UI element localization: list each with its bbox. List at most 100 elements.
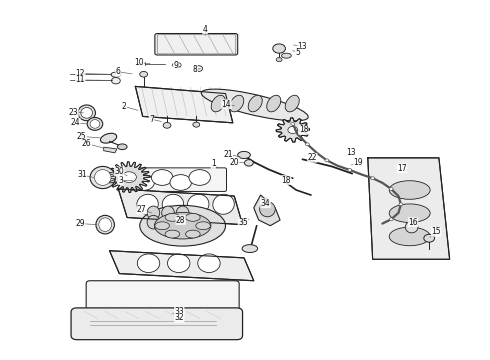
Text: 23: 23: [69, 108, 78, 117]
Ellipse shape: [147, 215, 160, 229]
Ellipse shape: [100, 133, 117, 143]
Ellipse shape: [151, 170, 173, 185]
Ellipse shape: [238, 152, 250, 158]
Circle shape: [276, 58, 282, 62]
Ellipse shape: [147, 206, 160, 220]
Ellipse shape: [176, 206, 189, 220]
Polygon shape: [104, 147, 117, 153]
Ellipse shape: [168, 254, 190, 273]
Text: 30: 30: [115, 167, 124, 176]
Text: 12: 12: [75, 69, 85, 78]
Ellipse shape: [176, 215, 189, 229]
Ellipse shape: [81, 108, 93, 118]
Text: 11: 11: [75, 76, 85, 85]
Circle shape: [305, 143, 309, 146]
Text: 3: 3: [118, 176, 123, 185]
Ellipse shape: [162, 206, 174, 220]
Ellipse shape: [267, 95, 281, 112]
Text: 35: 35: [238, 219, 248, 228]
Ellipse shape: [389, 204, 430, 222]
Ellipse shape: [140, 205, 225, 246]
Ellipse shape: [162, 215, 174, 229]
Polygon shape: [276, 118, 309, 142]
Ellipse shape: [196, 222, 210, 230]
Circle shape: [389, 218, 393, 221]
Ellipse shape: [282, 53, 291, 58]
Ellipse shape: [96, 215, 115, 234]
Text: 18: 18: [299, 126, 308, 135]
Circle shape: [424, 234, 435, 242]
Text: 20: 20: [229, 158, 239, 167]
Circle shape: [122, 172, 136, 183]
Text: 5: 5: [295, 48, 300, 57]
Ellipse shape: [285, 95, 299, 112]
Text: 2: 2: [122, 102, 126, 111]
Ellipse shape: [188, 194, 209, 214]
Circle shape: [140, 71, 147, 77]
Circle shape: [371, 177, 374, 180]
Text: 29: 29: [75, 219, 85, 228]
Text: 18: 18: [282, 176, 291, 185]
FancyBboxPatch shape: [86, 281, 239, 321]
Ellipse shape: [133, 175, 154, 190]
Ellipse shape: [186, 213, 200, 221]
Text: 33: 33: [174, 307, 184, 316]
Text: 8: 8: [193, 66, 197, 75]
Circle shape: [112, 77, 120, 84]
Text: 25: 25: [77, 132, 87, 141]
Text: 13: 13: [298, 41, 307, 50]
Ellipse shape: [230, 95, 244, 112]
Circle shape: [273, 44, 286, 53]
Ellipse shape: [405, 221, 418, 233]
Ellipse shape: [154, 212, 211, 239]
Text: 9: 9: [173, 61, 178, 70]
FancyBboxPatch shape: [125, 168, 226, 192]
Circle shape: [389, 188, 393, 190]
Polygon shape: [118, 189, 243, 225]
Ellipse shape: [78, 105, 96, 121]
Text: 28: 28: [176, 216, 185, 225]
Ellipse shape: [172, 63, 181, 67]
Ellipse shape: [99, 218, 112, 231]
Circle shape: [288, 126, 297, 134]
Text: 32: 32: [174, 314, 184, 323]
Text: 21: 21: [223, 150, 233, 159]
Ellipse shape: [162, 194, 184, 214]
Text: 34: 34: [261, 199, 270, 208]
Ellipse shape: [165, 230, 180, 238]
Circle shape: [163, 122, 171, 128]
Polygon shape: [254, 195, 280, 226]
Text: 6: 6: [116, 67, 121, 76]
Ellipse shape: [248, 95, 262, 112]
Circle shape: [348, 168, 352, 171]
Circle shape: [245, 159, 253, 166]
Ellipse shape: [95, 170, 111, 185]
Text: 24: 24: [71, 118, 80, 127]
Ellipse shape: [155, 222, 170, 230]
Ellipse shape: [137, 254, 160, 273]
Text: 17: 17: [397, 164, 407, 173]
Text: 27: 27: [137, 205, 147, 214]
Text: 26: 26: [82, 139, 92, 148]
Text: 31: 31: [77, 171, 87, 180]
Circle shape: [291, 122, 294, 125]
Text: 4: 4: [202, 25, 207, 34]
Text: 13: 13: [346, 148, 356, 157]
Ellipse shape: [111, 72, 121, 77]
Text: 1: 1: [211, 159, 216, 168]
FancyBboxPatch shape: [71, 308, 243, 340]
Text: 7: 7: [149, 115, 154, 124]
Polygon shape: [110, 251, 254, 281]
Ellipse shape: [117, 144, 127, 150]
Ellipse shape: [87, 117, 103, 130]
Ellipse shape: [90, 120, 100, 128]
Ellipse shape: [389, 227, 430, 246]
Ellipse shape: [165, 213, 180, 221]
Text: 19: 19: [353, 158, 363, 167]
Circle shape: [399, 203, 403, 206]
Ellipse shape: [189, 170, 210, 185]
Text: 16: 16: [408, 218, 418, 227]
Text: 14: 14: [221, 100, 231, 109]
Ellipse shape: [186, 230, 200, 238]
Text: 10: 10: [134, 58, 144, 67]
